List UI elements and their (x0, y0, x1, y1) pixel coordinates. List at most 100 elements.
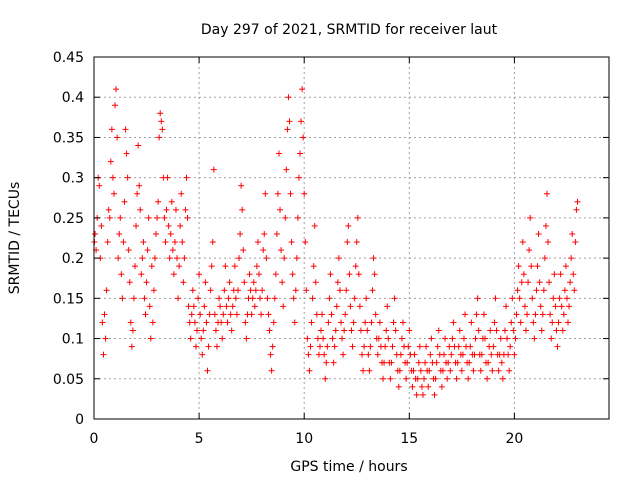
data-point (417, 367, 424, 374)
data-point (391, 295, 398, 302)
data-point (272, 271, 279, 278)
data-point (421, 375, 428, 382)
data-point (516, 295, 523, 302)
data-point (444, 375, 451, 382)
data-point (332, 327, 339, 334)
data-point (316, 343, 323, 350)
data-point (533, 287, 540, 294)
data-point (110, 190, 117, 197)
data-point (256, 271, 263, 278)
data-point (211, 311, 218, 318)
data-point (411, 351, 418, 358)
data-point (99, 319, 106, 326)
data-point (238, 182, 245, 189)
data-point (328, 311, 335, 318)
data-point (218, 319, 225, 326)
data-point (398, 335, 405, 342)
data-point (549, 319, 556, 326)
data-point (541, 255, 548, 262)
data-point (201, 303, 208, 310)
data-point (458, 367, 465, 374)
data-point (527, 214, 534, 221)
data-point (124, 174, 131, 181)
data-point (267, 351, 274, 358)
data-point (325, 319, 332, 326)
data-point (477, 367, 484, 374)
data-point (504, 335, 511, 342)
data-point (262, 190, 269, 197)
data-point (200, 327, 207, 334)
data-point (536, 279, 543, 286)
data-point (322, 375, 329, 382)
data-point (559, 327, 566, 334)
data-point (557, 271, 564, 278)
data-point (273, 230, 280, 237)
data-point (236, 255, 243, 262)
data-point (295, 174, 302, 181)
data-point (319, 311, 326, 318)
data-point (537, 303, 544, 310)
data-point (365, 351, 372, 358)
data-point (292, 287, 299, 294)
data-point (134, 190, 141, 197)
data-point (163, 206, 170, 213)
data-point (395, 383, 402, 390)
data-point (140, 239, 147, 246)
data-point (517, 319, 524, 326)
data-point (521, 303, 528, 310)
data-point (345, 222, 352, 229)
data-point (266, 327, 273, 334)
data-point (274, 190, 281, 197)
data-point (321, 351, 328, 358)
data-point (551, 271, 558, 278)
data-point (390, 319, 397, 326)
data-point (353, 239, 360, 246)
data-point (369, 287, 376, 294)
data-point (498, 359, 505, 366)
data-point (228, 327, 235, 334)
data-point (98, 222, 105, 229)
data-point (403, 375, 410, 382)
data-point (506, 367, 513, 374)
data-point (137, 206, 144, 213)
data-point (400, 319, 406, 326)
data-point (389, 343, 396, 350)
data-point (189, 287, 196, 294)
data-point (252, 287, 259, 294)
data-point (370, 255, 377, 262)
data-point (487, 327, 494, 334)
data-point (231, 263, 238, 270)
data-point (474, 295, 481, 302)
data-point (241, 279, 248, 286)
x-tick-labels: 0 5 10 15 20 (90, 431, 524, 447)
data-point (263, 255, 270, 262)
y-tick-label: 0 (75, 412, 84, 428)
data-point (275, 150, 282, 157)
data-point (543, 190, 550, 197)
data-point (287, 190, 294, 197)
data-point (216, 295, 223, 302)
data-point (374, 351, 381, 358)
data-point (314, 335, 321, 342)
data-point (278, 247, 285, 254)
data-point (392, 327, 399, 334)
data-point (323, 359, 330, 366)
data-point (227, 311, 234, 318)
data-point (505, 351, 512, 358)
data-point (416, 343, 423, 350)
data-point (359, 351, 366, 358)
data-point (364, 327, 371, 334)
data-point (141, 295, 148, 302)
data-point (208, 263, 215, 270)
data-point (161, 214, 168, 221)
data-point (467, 343, 474, 350)
data-point (166, 255, 173, 262)
data-point (199, 351, 206, 358)
data-point (131, 263, 138, 270)
data-point (348, 327, 355, 334)
data-point (503, 303, 509, 310)
data-point (329, 335, 336, 342)
data-point (433, 359, 440, 366)
data-point (138, 271, 145, 278)
